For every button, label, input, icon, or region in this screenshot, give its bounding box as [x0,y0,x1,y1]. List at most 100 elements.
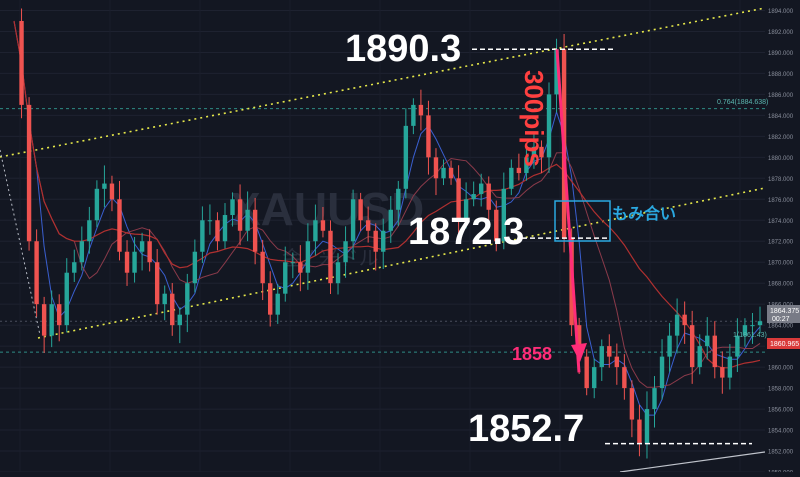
candle-body-48 [373,230,378,252]
candle-body-56 [433,157,439,179]
axis-background [765,0,800,472]
candle-body-86 [659,356,665,389]
candle-body-51 [396,188,401,210]
candle-body-25 [200,220,205,252]
candle-body-20 [162,293,167,305]
y-tick-label-9: 1868.000 [768,282,794,288]
candle-body-28 [222,215,228,242]
candle-body-78 [599,346,604,368]
candle-body-39 [305,241,311,273]
y-tick-label-7: 1864.000 [768,324,794,330]
y-tick-label-4: 1858.000 [768,387,794,393]
candle-body-23 [185,283,190,315]
candle-body-88 [674,314,680,336]
candle-body-80 [614,356,620,368]
candle-body-93 [712,335,717,368]
candle-body-1 [19,20,24,105]
candle-body-84 [644,409,650,444]
candle-body-64 [494,209,499,242]
candle-body-49 [381,230,386,252]
candle-body-40 [313,220,318,242]
candle-body-31 [245,209,250,231]
candle-body-79 [607,346,612,357]
candle-body-12 [102,183,107,189]
candle-body-13 [109,183,115,200]
candle-body-33 [260,251,265,284]
candle-body-67 [516,167,522,174]
fib-levels [0,108,765,353]
candle-body-53 [411,104,416,126]
candle-body-21 [170,293,175,326]
candle-body-10 [87,220,92,242]
candle-body-35 [275,293,280,315]
candle-body-41 [320,220,326,231]
y-tick-label-13: 1876.000 [768,198,794,204]
y-tick-label-10: 1870.000 [768,261,794,267]
y-tick-label-16: 1882.000 [768,135,794,141]
y-tick-label-11: 1872.000 [768,240,794,246]
ma-long-line [13,20,761,369]
drop-arrow-head [571,343,587,362]
candle-body-38 [298,262,303,273]
candle-body-34 [268,283,273,315]
candle-body-65 [501,188,506,242]
range-note-label: もみ合い [612,204,676,223]
candle-body-96 [735,335,740,357]
drop-arrow-shaft [555,49,581,373]
candle-body-62 [478,183,484,195]
y-tick-label-3: 1856.000 [768,408,794,414]
bottom-trend-line [619,451,766,473]
candle-body-55 [426,115,431,158]
lower-price-tag [767,338,800,349]
candle-body-71 [546,94,552,158]
candle-body-46 [358,199,363,221]
price-axis: 1850.0001852.0001854.0001856.0001858.000… [765,0,800,477]
y-tick-label-12: 1874.000 [768,219,794,225]
y-tick-label-15: 1880.000 [768,156,794,162]
candle-body-11 [94,188,100,221]
candle-body-4 [41,304,47,336]
candle-body-6 [57,304,62,326]
candle-body-94 [720,367,725,378]
high-price-label: 1890.3 [345,28,461,70]
candle-body-32 [252,209,258,252]
candle-body-54 [418,104,424,116]
candle-body-58 [448,167,454,179]
drop-pips-label: 300pips [519,70,549,167]
candle-body-36 [283,262,288,294]
candle-body-59 [456,178,461,221]
candle-body-61 [471,194,476,200]
candle-body-30 [237,199,243,231]
fib-lower-label: 1(1861.43) [733,332,767,339]
y-tick-label-20: 1890.000 [768,51,794,57]
y-tick-label-1: 1852.000 [768,450,794,456]
y-tick-label-14: 1878.000 [768,177,794,183]
candle-body-72 [554,49,559,95]
channel-left-line [0,149,41,336]
y-tick-label-22: 1894.000 [768,9,794,15]
current-price-value: 1864.375 [770,308,799,315]
candle-body-29 [230,199,235,216]
candle-body-42 [328,230,333,284]
moving-averages [13,20,761,416]
y-tick-label-21: 1892.000 [768,30,794,36]
candle-body-66 [509,167,514,189]
mid-price-label: 1872.3 [408,211,524,253]
candle-body-90 [689,325,695,368]
channel-lower-line [37,187,766,339]
candle-body-85 [652,388,657,410]
candle-body-43 [335,262,341,284]
candle-body-57 [441,167,446,179]
candle-body-8 [72,262,77,273]
candle-body-77 [592,367,597,389]
candle-body-91 [697,346,702,368]
candle-body-52 [403,125,409,189]
candle-body-45 [350,199,356,242]
candle-body-69 [531,146,537,158]
candle-body-18 [147,241,152,263]
lower-price-value: 1860.965 [770,341,799,348]
y-tick-label-18: 1886.000 [768,93,794,99]
range-box [554,200,611,242]
candle-body-92 [705,335,710,347]
fib-upper-label: 0.764(1884.638) [717,99,768,106]
